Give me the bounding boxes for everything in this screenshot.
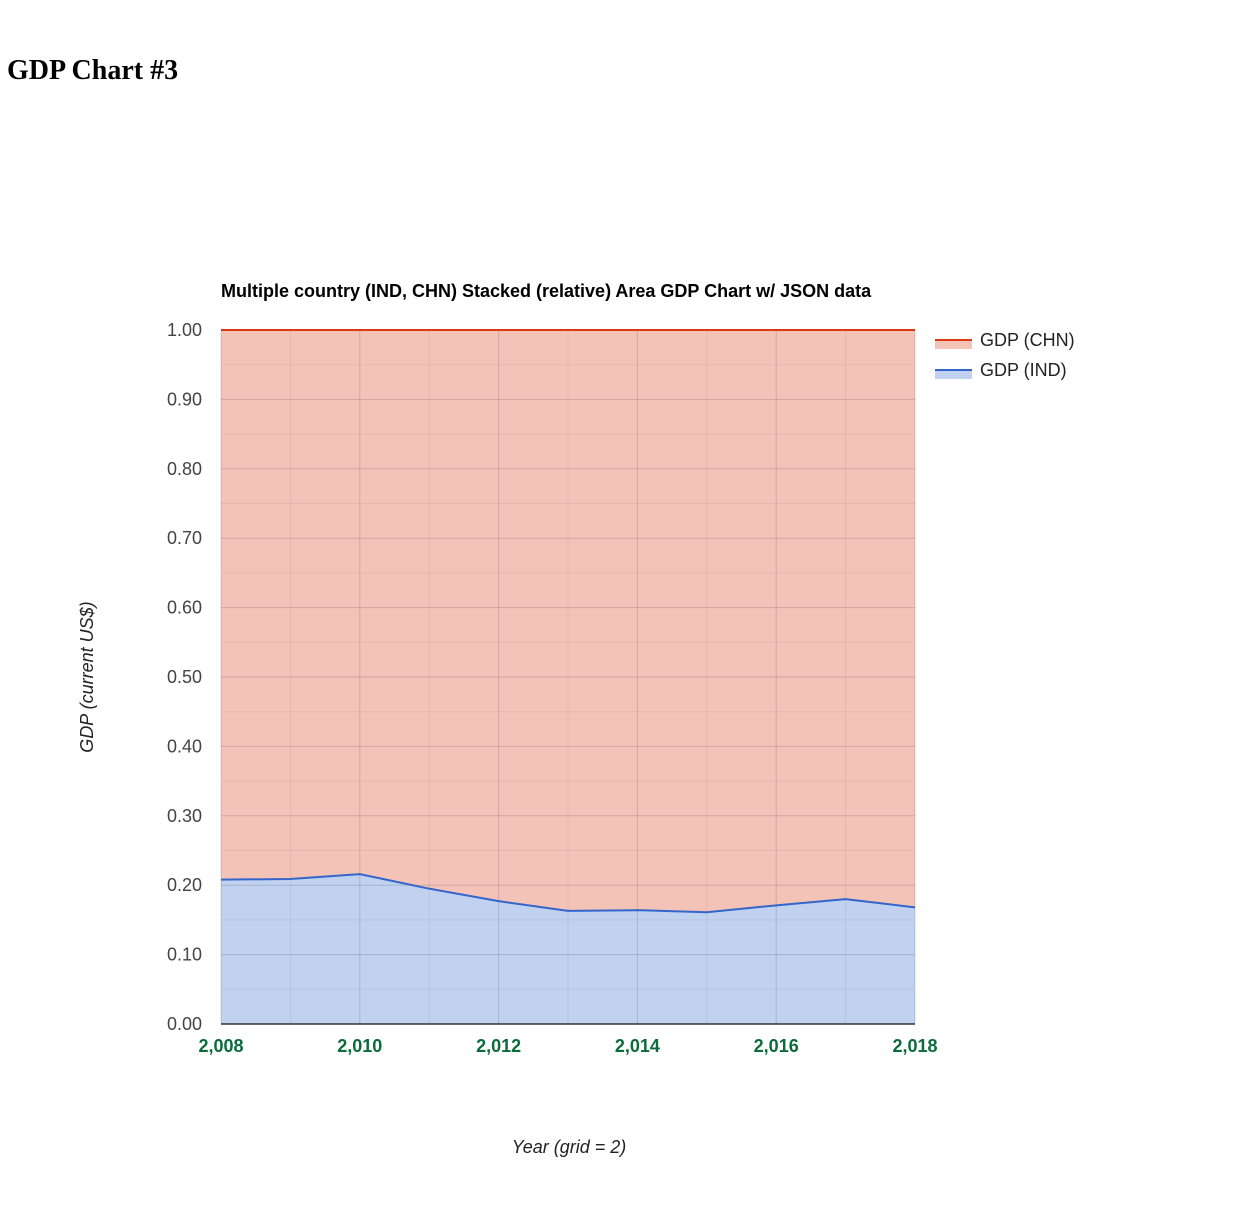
series-areas — [221, 330, 915, 1024]
chart-title: Multiple country (IND, CHN) Stacked (rel… — [221, 281, 872, 301]
data-point — [219, 878, 223, 882]
x-tick-label: 2,014 — [615, 1036, 660, 1056]
x-tick-label: 2,010 — [337, 1036, 382, 1056]
data-point — [844, 897, 848, 901]
y-tick-label: 0.10 — [167, 945, 202, 965]
legend-swatch — [935, 340, 972, 349]
y-axis-title: GDP (current US$) — [77, 601, 97, 752]
data-point — [705, 328, 709, 332]
data-point — [219, 328, 223, 332]
legend-item: GDP (IND) — [935, 360, 1067, 380]
x-axis-ticks: 2,008 2,010 2,012 2,014 2,016 2,018 — [198, 1036, 937, 1056]
data-point — [566, 909, 570, 913]
y-tick-label: 0.60 — [167, 598, 202, 618]
x-tick-label: 2,012 — [476, 1036, 521, 1056]
legend-swatch — [935, 370, 972, 379]
y-tick-label: 0.90 — [167, 389, 202, 409]
series-line-0 — [220, 873, 916, 914]
data-point — [427, 328, 431, 332]
legend-label: GDP (CHN) — [980, 330, 1075, 350]
y-tick-label: 0.20 — [167, 875, 202, 895]
page-title: GDP Chart #3 — [7, 55, 179, 86]
x-tick-label: 2,008 — [198, 1036, 243, 1056]
data-point — [913, 905, 917, 909]
x-axis-title: Year (grid = 2) — [512, 1137, 627, 1157]
y-tick-label: 0.80 — [167, 459, 202, 479]
x-tick-label: 2,018 — [892, 1036, 937, 1056]
data-point — [774, 328, 778, 332]
data-point — [844, 328, 848, 332]
y-tick-label: 0.40 — [167, 736, 202, 756]
data-point — [497, 899, 501, 903]
data-point — [635, 908, 639, 912]
data-point — [427, 887, 431, 891]
x-tick-label: 2,016 — [754, 1036, 799, 1056]
y-tick-label: 0.30 — [167, 806, 202, 826]
data-point — [358, 328, 362, 332]
data-point — [635, 328, 639, 332]
legend-item: GDP (CHN) — [935, 330, 1075, 350]
y-axis-ticks: 0.00 0.10 0.20 0.30 0.40 0.50 0.60 0.70 0.80 0.90… — [167, 320, 202, 1034]
data-point — [288, 877, 292, 881]
data-point — [566, 328, 570, 332]
gridlines — [220, 329, 916, 1024]
y-tick-label: 0.00 — [167, 1014, 202, 1034]
legend-label: GDP (IND) — [980, 360, 1067, 380]
data-point — [497, 328, 501, 332]
data-point — [913, 328, 917, 332]
area-1 — [221, 330, 915, 913]
y-tick-label: 0.70 — [167, 528, 202, 548]
y-tick-label: 1.00 — [167, 320, 202, 340]
data-point — [774, 903, 778, 907]
legend: GDP (CHN) GDP (IND) — [935, 330, 1075, 380]
data-point — [705, 910, 709, 914]
data-point — [358, 872, 362, 876]
series-lines — [220, 329, 916, 914]
area-0 — [221, 874, 915, 1024]
y-tick-label: 0.50 — [167, 667, 202, 687]
data-point — [288, 328, 292, 332]
